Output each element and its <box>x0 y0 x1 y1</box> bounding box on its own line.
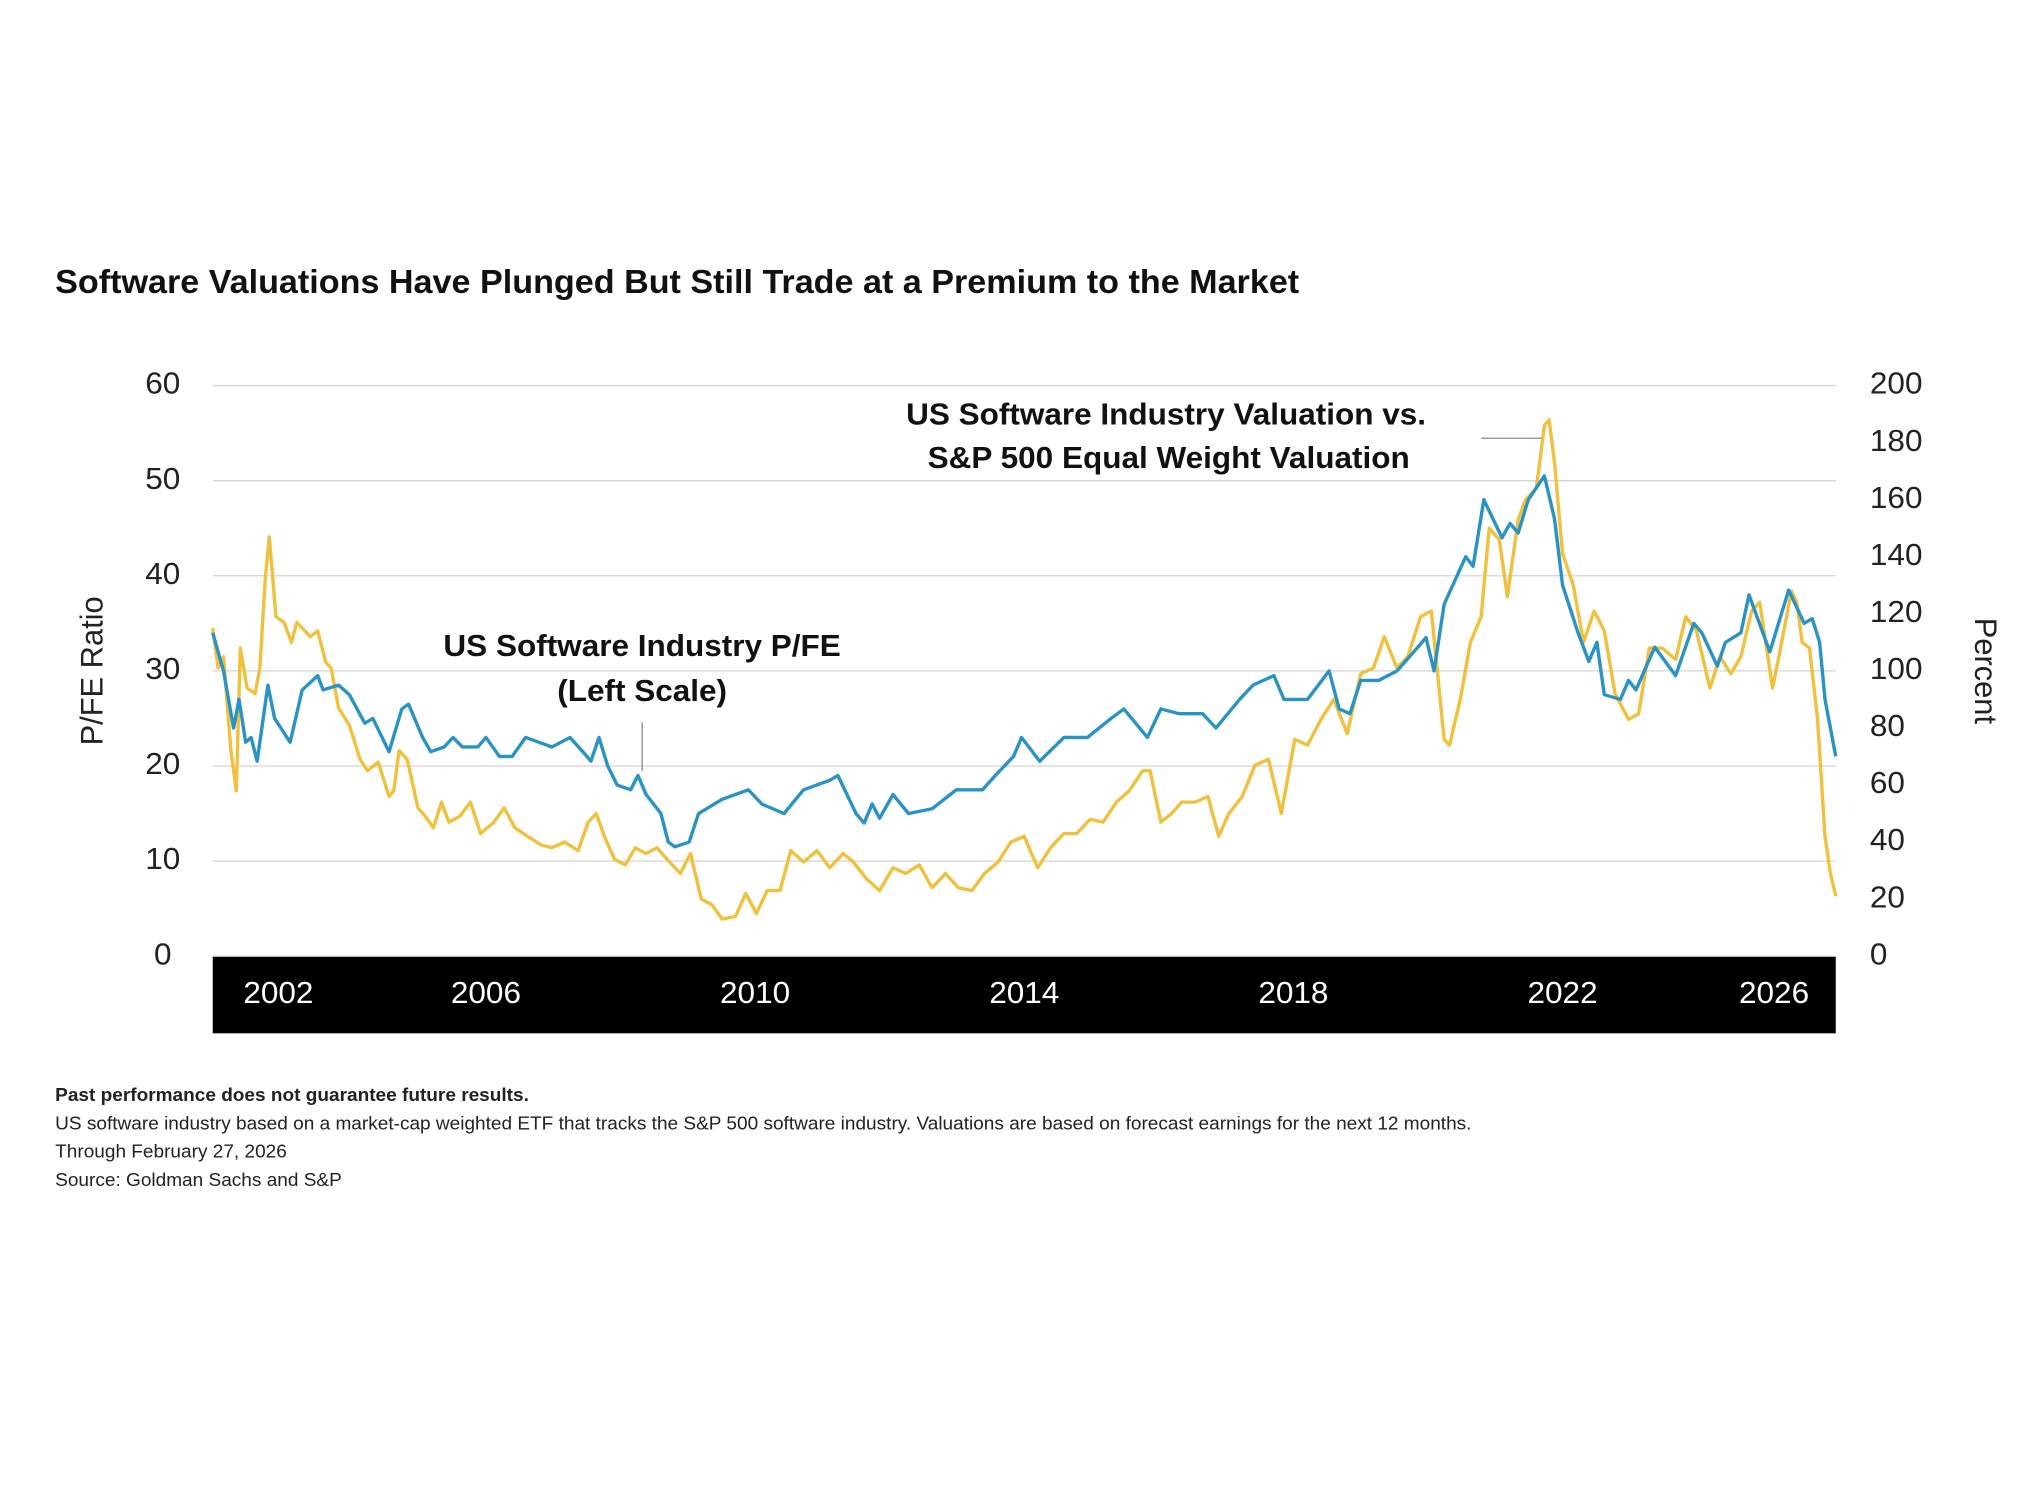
y2-tick-label: 160 <box>1870 480 1923 515</box>
y2-tick-label: 120 <box>1870 594 1923 629</box>
y2-tick-label: 180 <box>1870 423 1923 458</box>
x-tick-label: 2006 <box>451 975 521 1010</box>
y-tick-label: 10 <box>145 842 180 877</box>
y2-tick-label: 20 <box>1870 880 1905 915</box>
y-tick-label: 0 <box>154 937 172 972</box>
x-tick-label: 2022 <box>1528 975 1598 1010</box>
footnote: Through February 27, 2026 <box>55 1141 287 1162</box>
y2-tick-label: 40 <box>1870 823 1905 858</box>
y2-tick-label: 200 <box>1870 366 1923 401</box>
y2-axis-title: Percent <box>1968 618 2003 725</box>
y-tick-label: 60 <box>145 366 180 401</box>
y2-tick-label: 80 <box>1870 708 1905 743</box>
x-tick-label: 2026 <box>1739 975 1809 1010</box>
footnote: US software industry based on a market-c… <box>55 1113 1471 1134</box>
series-annotation: S&P 500 Equal Weight Valuation <box>928 441 1410 476</box>
grid <box>212 384 1836 957</box>
footnote: Source: Goldman Sachs and S&P <box>55 1169 342 1190</box>
series-annotation: (Left Scale) <box>557 673 727 708</box>
series-annotation: US Software Industry Valuation vs. <box>906 397 1426 432</box>
x-tick-label: 2010 <box>720 975 790 1010</box>
line-series <box>211 474 1838 849</box>
x-tick-label: 2014 <box>989 975 1059 1010</box>
y-tick-label: 50 <box>145 461 180 496</box>
y2-tick-label: 140 <box>1870 537 1923 572</box>
y-tick-label: 20 <box>145 746 180 781</box>
chart-title: Software Valuations Have Plunged But Sti… <box>55 263 1299 301</box>
x-axis-band <box>212 956 1836 1034</box>
y-tick-label: 30 <box>145 651 180 686</box>
plot-area <box>211 418 1838 921</box>
footnote: Past performance does not guarantee futu… <box>55 1084 529 1105</box>
y-tick-label: 40 <box>145 556 180 591</box>
x-tick-label: 2018 <box>1258 975 1328 1010</box>
x-tick-label: 2002 <box>243 975 313 1010</box>
line-series <box>211 418 1838 921</box>
y2-tick-label: 100 <box>1870 651 1923 686</box>
y2-tick-label: 60 <box>1870 765 1905 800</box>
y2-tick-label: 0 <box>1870 937 1888 972</box>
y-axis-title: P/FE Ratio <box>74 596 109 745</box>
series-annotation: US Software Industry P/FE <box>443 628 840 663</box>
